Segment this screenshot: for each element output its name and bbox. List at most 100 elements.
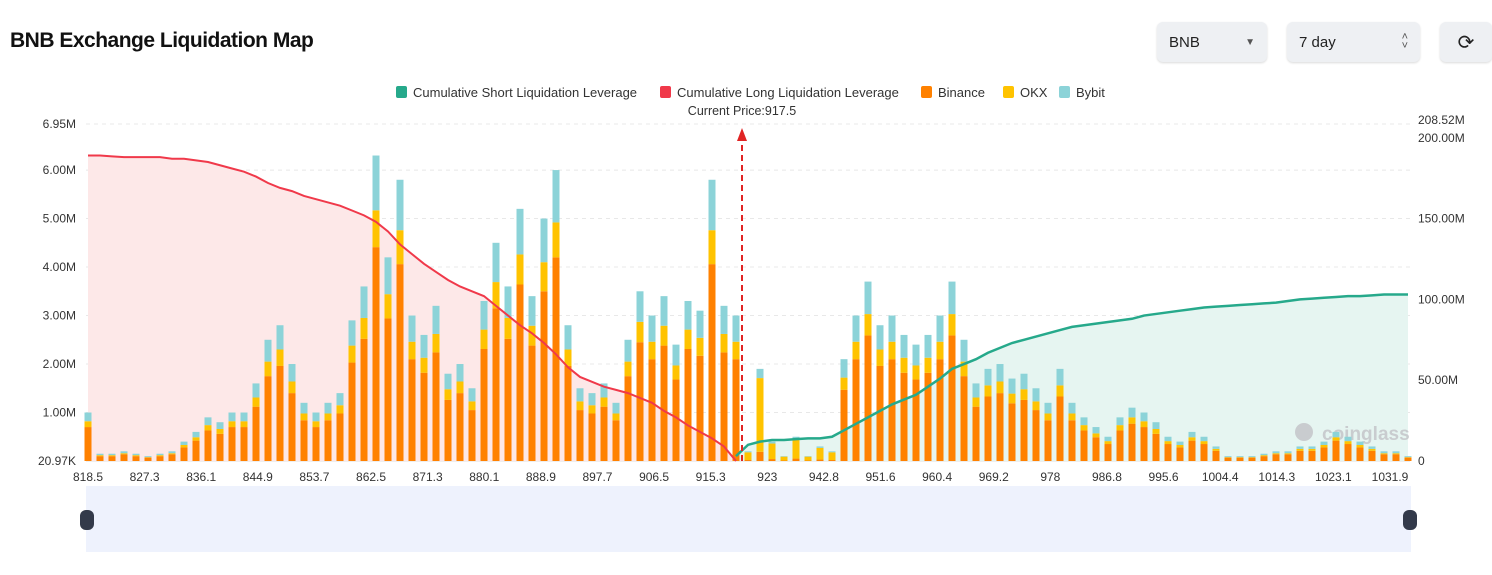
okx-bar [192, 437, 200, 441]
bybit-bar [144, 456, 152, 458]
bybit-bar [384, 257, 392, 295]
okx-bar [1260, 455, 1268, 457]
legend-item[interactable]: Bybit [1076, 85, 1105, 100]
okx-bar [1392, 453, 1400, 455]
binance-bar [1284, 454, 1292, 461]
bybit-bar [240, 412, 248, 422]
bybit-bar [1032, 388, 1040, 402]
okx-bar [1140, 421, 1148, 428]
binance-bar [696, 355, 704, 461]
binance-bar [264, 376, 272, 461]
legend-swatch[interactable] [1003, 86, 1014, 98]
binance-bar [1236, 457, 1244, 461]
bybit-bar [1152, 422, 1160, 429]
slider-handle-left[interactable] [80, 510, 94, 530]
bybit-bar [312, 412, 320, 422]
binance-bar [420, 372, 428, 461]
bybit-bar [456, 364, 464, 382]
okx-bar [1020, 389, 1028, 400]
bybit-bar [1200, 436, 1208, 442]
binance-bar [120, 454, 128, 461]
binance-bar [132, 456, 140, 461]
okx-bar [216, 428, 224, 434]
binance-bar [1320, 447, 1328, 461]
bybit-bar [1212, 446, 1220, 449]
okx-bar [732, 341, 740, 360]
binance-bar [144, 457, 152, 461]
binance-bar [996, 393, 1004, 461]
legend-item[interactable]: Cumulative Long Liquidation Leverage [677, 85, 899, 100]
binance-bar [1212, 450, 1220, 461]
binance-bar [636, 342, 644, 461]
legend-swatch[interactable] [1059, 86, 1070, 98]
x-tick-label: 897.7 [582, 470, 612, 484]
okx-bar [240, 421, 248, 428]
bybit-bar [336, 393, 344, 406]
bybit-bar [972, 383, 980, 398]
okx-bar [924, 357, 932, 373]
binance-bar [1332, 440, 1340, 461]
binance-bar [1344, 444, 1352, 461]
binance-bar [576, 410, 584, 461]
binance-bar [300, 420, 308, 461]
okx-bar [1284, 453, 1292, 455]
slider-handle-right[interactable] [1403, 510, 1417, 530]
cumulative-long-line [88, 154, 737, 462]
okx-bar [972, 397, 980, 407]
okx-bar [1092, 433, 1100, 438]
binance-bar [492, 308, 500, 461]
range-select-value: 7 day [1299, 33, 1336, 51]
legend-swatch[interactable] [660, 86, 671, 98]
x-tick-label: 827.3 [130, 470, 160, 484]
bybit-bar [984, 368, 992, 386]
binance-bar [180, 447, 188, 461]
binance-bar [1080, 430, 1088, 461]
bybit-bar [1188, 431, 1196, 438]
x-tick-label: 969.2 [979, 470, 1009, 484]
bybit-bar [108, 453, 116, 456]
legend-swatch[interactable] [921, 86, 932, 98]
okx-bar [444, 389, 452, 400]
legend-swatch[interactable] [396, 86, 407, 98]
range-select[interactable]: 7 day ˄ ˅ [1287, 22, 1420, 62]
bybit-bar [528, 296, 536, 326]
refresh-button[interactable]: ⟳ [1440, 22, 1492, 62]
binance-bar [864, 335, 872, 461]
y-right-tick-label: 200.00M [1418, 131, 1465, 145]
bybit-bar [276, 325, 284, 350]
x-tick-label: 836.1 [186, 470, 216, 484]
okx-bar [492, 282, 500, 309]
okx-bar [420, 357, 428, 373]
okx-bar [1272, 453, 1280, 455]
binance-bar [1356, 447, 1364, 461]
okx-bar [228, 421, 236, 428]
bybit-bar [1272, 451, 1280, 454]
bybit-bar [1356, 441, 1364, 445]
okx-bar [120, 453, 128, 455]
bybit-bar [1104, 436, 1112, 442]
okx-bar [1320, 444, 1328, 448]
binance-bar [564, 365, 572, 461]
legend-item[interactable]: Binance [938, 85, 985, 100]
bybit-bar [1296, 446, 1304, 449]
zoom-slider-track[interactable] [86, 486, 1411, 552]
okx-bar [696, 337, 704, 356]
okx-bar [456, 381, 464, 394]
okx-bar [1200, 441, 1208, 445]
legend-item[interactable]: Cumulative Short Liquidation Leverage [413, 85, 637, 100]
okx-bar [1296, 448, 1304, 451]
x-tick-label: 942.8 [809, 470, 839, 484]
binance-bar [732, 359, 740, 461]
bybit-bar [540, 218, 548, 263]
okx-bar [564, 349, 572, 366]
bybit-bar [96, 453, 104, 456]
binance-bar [528, 345, 536, 461]
x-tick-label: 906.5 [639, 470, 669, 484]
symbol-select[interactable]: BNB ▼ [1157, 22, 1267, 62]
binance-bar [348, 362, 356, 461]
bybit-bar [1344, 436, 1352, 442]
bybit-bar [744, 451, 752, 453]
bybit-bar [156, 453, 164, 456]
legend-item[interactable]: OKX [1020, 85, 1048, 100]
binance-bar [468, 410, 476, 461]
